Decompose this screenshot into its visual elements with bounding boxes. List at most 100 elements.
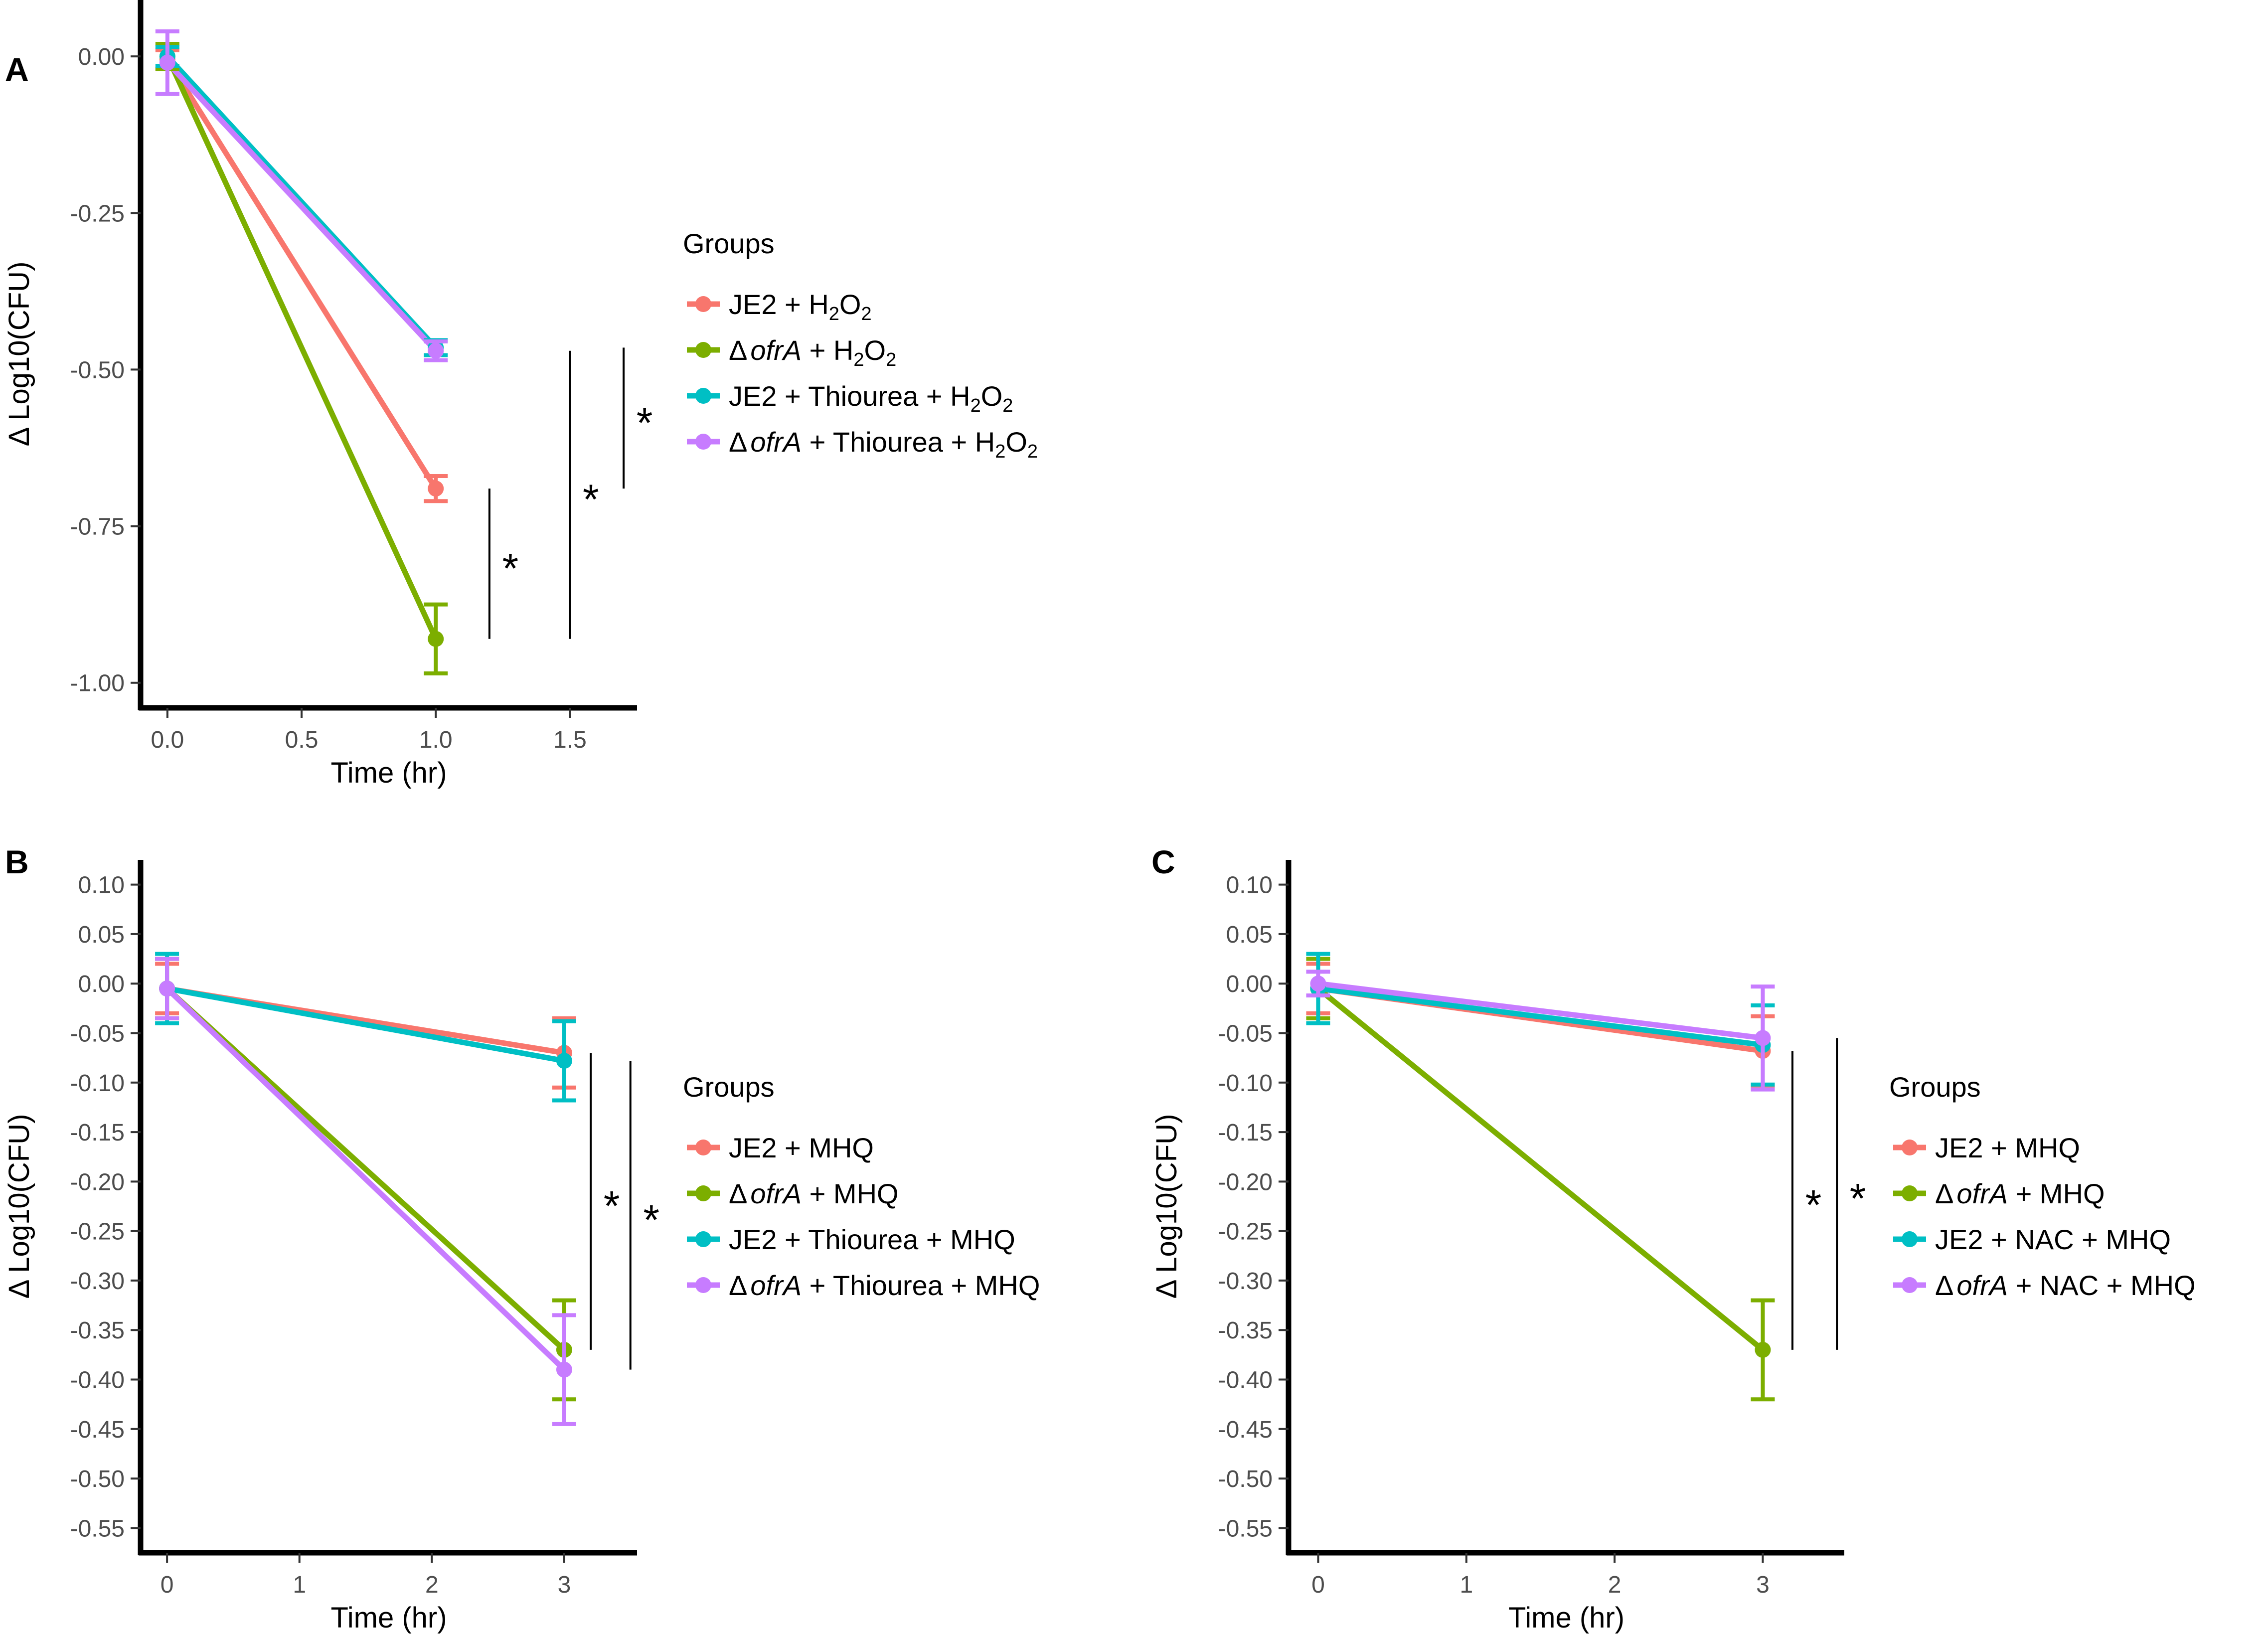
legend-item: JE2 + NAC + MHQ xyxy=(1893,1224,2171,1255)
legend-label-part: JE2 + H xyxy=(729,289,829,320)
x-tick-label: 3 xyxy=(558,1572,571,1598)
legend-label-part: + H xyxy=(802,334,853,366)
significance-star: * xyxy=(502,545,519,592)
y-tick-label: 0.10 xyxy=(1226,872,1273,899)
y-tick-label: -0.50 xyxy=(70,1466,125,1492)
legend-label-part: + Thiourea + H xyxy=(802,426,995,458)
series-line xyxy=(1317,985,1764,1048)
x-axis-label: Time (hr) xyxy=(330,757,447,789)
series-line xyxy=(165,60,438,353)
y-tick-label: -0.15 xyxy=(1218,1120,1273,1146)
y-tick-label: -0.40 xyxy=(1218,1367,1273,1394)
y-tick-label: 0.10 xyxy=(78,872,125,899)
legend-title: Groups xyxy=(683,1071,775,1103)
legend-swatch-point xyxy=(695,342,711,358)
x-axis-label: Time (hr) xyxy=(1508,1602,1624,1634)
y-tick-label: -0.10 xyxy=(70,1070,125,1097)
legend-label: JE2 + NAC + MHQ xyxy=(1935,1224,2171,1255)
legend-item: JE2 + Thiourea + MHQ xyxy=(687,1224,1015,1255)
x-tick-label: 0.0 xyxy=(151,727,184,753)
legend-label-part: Δ xyxy=(729,426,747,458)
legend-label-part: ofrA xyxy=(1956,1270,2008,1301)
legend-label-part: ofrA xyxy=(750,1178,802,1209)
legend-swatch-point xyxy=(695,388,711,404)
panel-a-chart: A 0.00 -0.25 -0.50 -0.75 -1.00 0.0 0.5 1.0 1.5 Tim… xyxy=(3,0,1038,789)
legend-label-part: + NAC + MHQ xyxy=(2008,1270,2196,1301)
y-tick-label: -0.15 xyxy=(70,1120,125,1146)
y-axis-label: Δ Log10(CFU) xyxy=(1150,1114,1183,1299)
y-tick-label: -0.75 xyxy=(70,514,125,540)
legend-label: JE2 + Thiourea + H2O2 xyxy=(729,380,1013,416)
legend-label-part: O xyxy=(1005,426,1027,458)
data-point xyxy=(159,54,175,71)
panel-b-chart: B 0.10 0.05 0.00 -0.05 -0.10 -0.15 -0.20 -0.25 -0… xyxy=(3,843,1040,1634)
panel-label: B xyxy=(5,843,29,880)
legend-swatch-point xyxy=(695,1140,711,1155)
series-line xyxy=(1316,986,1765,1352)
y-tick-label: -0.40 xyxy=(70,1367,125,1394)
data-point xyxy=(556,1361,572,1378)
y-tick-label: -0.20 xyxy=(70,1169,125,1195)
legend-item: JE2 + MHQ xyxy=(1893,1132,2080,1163)
legend-title: Groups xyxy=(683,228,775,259)
legend-swatch-point xyxy=(695,296,711,312)
y-tick-label: -0.55 xyxy=(1218,1515,1273,1542)
legend-label: JE2 + H2O2 xyxy=(729,289,872,325)
legend-label-part: 2 xyxy=(853,349,864,370)
legend-label-part: + MHQ xyxy=(802,1178,898,1209)
data-point xyxy=(1755,1030,1771,1046)
y-tick-label: -0.35 xyxy=(70,1317,125,1344)
x-tick-label: 1 xyxy=(293,1572,306,1598)
significance-star: * xyxy=(1805,1181,1822,1228)
series-line xyxy=(1317,981,1764,1041)
legend-label-part: 2 xyxy=(861,304,871,325)
x-tick-label: 3 xyxy=(1756,1572,1770,1598)
legend-title: Groups xyxy=(1889,1071,1981,1103)
legend-swatch-point xyxy=(695,1277,711,1293)
series-line xyxy=(166,985,565,1064)
legend-label-part: 2 xyxy=(1027,441,1038,462)
data-point xyxy=(428,342,444,359)
y-tick-label: -0.30 xyxy=(70,1268,125,1295)
y-tick-label: -0.50 xyxy=(1218,1466,1273,1492)
significance-star: * xyxy=(604,1182,620,1229)
x-tick-label: 2 xyxy=(425,1572,439,1598)
y-axis-label: Δ Log10(CFU) xyxy=(3,1114,35,1299)
legend-label: JE2 + Thiourea + MHQ xyxy=(729,1224,1015,1255)
y-tick-label: -0.10 xyxy=(1218,1070,1273,1097)
panel-label: C xyxy=(1151,843,1175,880)
y-tick-label: 0.00 xyxy=(78,44,125,70)
legend-label-part: 2 xyxy=(886,349,896,370)
legend-label: JE2 + MHQ xyxy=(1935,1132,2080,1163)
legend-label-part: 2 xyxy=(829,304,839,325)
y-tick-label: -0.55 xyxy=(70,1515,125,1542)
legend-swatch-point xyxy=(1902,1231,1918,1247)
x-tick-label: 2 xyxy=(1608,1572,1621,1598)
y-tick-label: -0.45 xyxy=(1218,1417,1273,1443)
legend-label: JE2 + MHQ xyxy=(729,1132,874,1163)
y-tick-label: -0.35 xyxy=(1218,1317,1273,1344)
legend-label-part: ofrA xyxy=(750,1270,802,1301)
legend-item: JE2 + Thiourea + H2O2 xyxy=(687,380,1013,416)
legend-label-part: Δ xyxy=(729,1270,747,1301)
legend-swatch-point xyxy=(695,1231,711,1247)
legend-swatch-point xyxy=(1902,1140,1918,1155)
y-axis-label: Δ Log10(CFU) xyxy=(3,262,35,447)
legend-label-part: ofrA xyxy=(750,426,802,458)
legend-label-part: + MHQ xyxy=(2008,1178,2105,1209)
y-tick-label: -0.30 xyxy=(1218,1268,1273,1295)
y-tick-label: -0.50 xyxy=(70,357,125,383)
legend-item: JE2 + MHQ xyxy=(687,1132,874,1163)
panel-label: A xyxy=(5,51,29,88)
panel-c-chart: C 0.10 0.05 0.00 -0.05 -0.10 -0.15 -0.20 -0.25 -0… xyxy=(1150,843,2196,1634)
